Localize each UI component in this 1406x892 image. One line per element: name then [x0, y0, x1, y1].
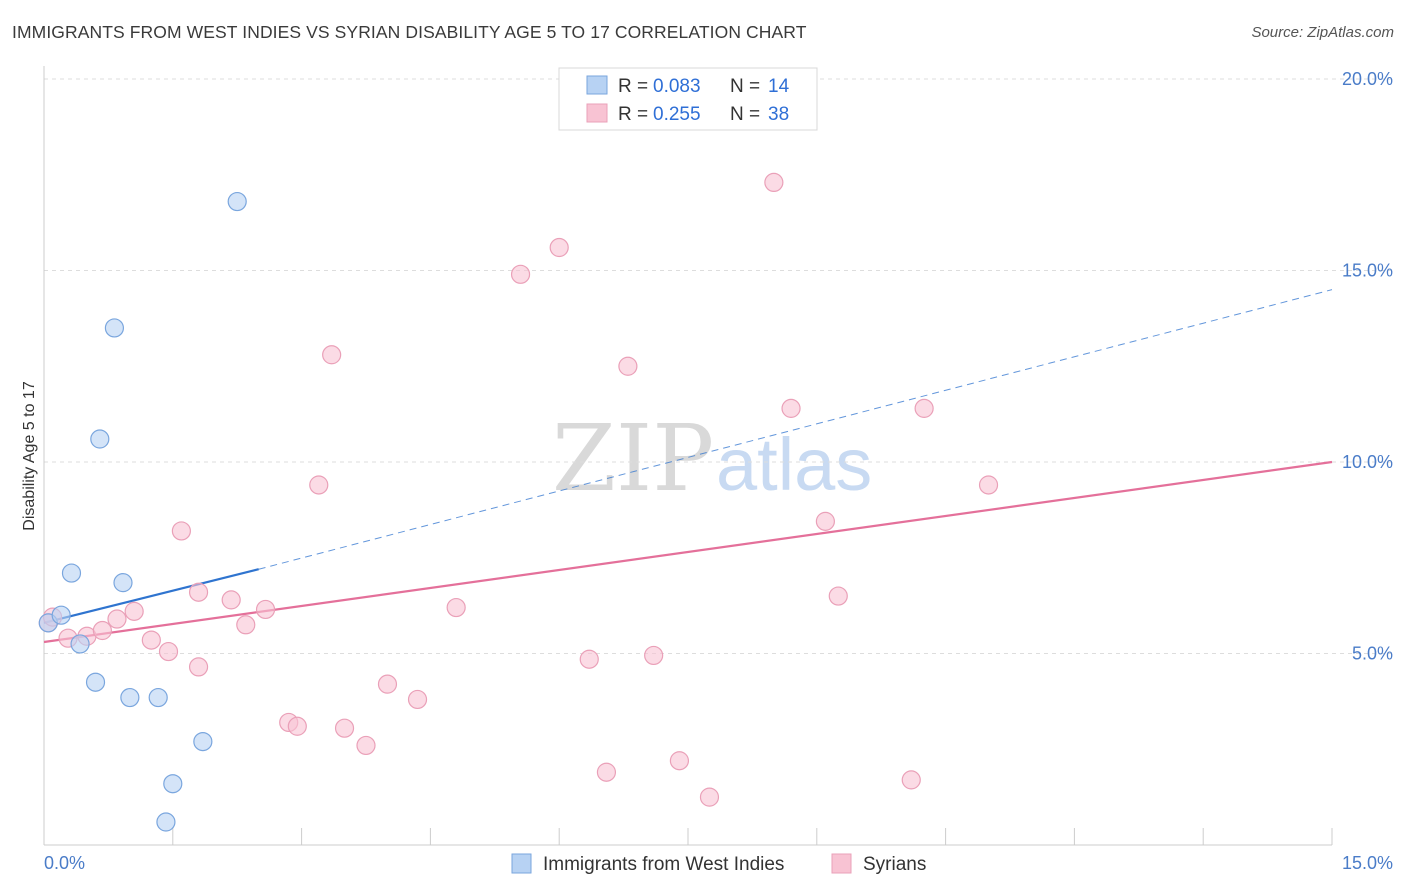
x-tick-label-max: 15.0%	[1342, 853, 1393, 873]
legend-n-value-blue: 14	[768, 76, 790, 97]
watermark-zip: ZIP	[552, 405, 714, 512]
point-syrians-5	[107, 609, 127, 629]
point-syrians-11	[188, 582, 209, 602]
point-syrians-23	[446, 597, 466, 618]
point-west-indies-5	[90, 429, 110, 449]
bottom-legend-label-west-indies: Immigrants from West Indies	[543, 854, 784, 875]
legend-n-value-pink: 38	[768, 104, 789, 125]
point-west-indies-12	[193, 731, 213, 752]
trend-line-west-indies	[43, 568, 259, 624]
point-west-indies-13	[227, 191, 247, 212]
point-west-indies-7	[113, 573, 133, 593]
bottom-legend-swatch-blue	[511, 853, 532, 874]
point-syrians-26	[579, 649, 599, 669]
trend-line-west-indies-extrapolated	[258, 289, 1333, 570]
point-syrians-6	[124, 601, 144, 621]
bottom-legend-label-syrians: Syrians	[863, 854, 926, 875]
point-syrians-31	[699, 787, 720, 807]
x-tick-label-min: 0.0%	[44, 853, 85, 873]
correlation-legend: R = 0.083 N = 14 R = 0.255 N = 38	[558, 67, 818, 131]
point-syrians-20	[356, 735, 376, 756]
source-credit: Source: ZipAtlas.com	[1251, 24, 1394, 41]
legend-r-value-blue: 0.083	[653, 76, 701, 97]
y-tick-label-15: 15.0%	[1342, 261, 1393, 281]
point-syrians-19	[334, 718, 355, 738]
point-syrians-8	[158, 641, 179, 662]
point-syrians-24	[510, 264, 531, 284]
point-syrians-32	[764, 172, 784, 193]
point-syrians-36	[901, 770, 921, 790]
point-west-indies-11	[156, 812, 176, 832]
point-west-indies-4	[85, 672, 106, 692]
chart-title: IMMIGRANTS FROM WEST INDIES VS SYRIAN DI…	[12, 22, 807, 42]
point-syrians-29	[644, 645, 664, 666]
legend-swatch-blue	[586, 75, 608, 95]
legend-r-label-blue: R =	[618, 76, 648, 97]
legend-n-label-blue: N =	[730, 76, 760, 97]
point-syrians-35	[828, 586, 848, 606]
point-syrians-37	[914, 398, 934, 418]
point-west-indies-10	[163, 774, 183, 794]
point-syrians-18	[322, 345, 342, 365]
series-legend: Immigrants from West Indies Syrians	[511, 853, 926, 875]
point-west-indies-9	[148, 687, 168, 708]
point-syrians-9	[171, 521, 191, 541]
point-syrians-25	[549, 237, 569, 258]
legend-swatch-pink	[586, 103, 608, 123]
point-syrians-4	[92, 620, 112, 641]
point-west-indies-2	[61, 563, 82, 583]
y-tick-label-20: 20.0%	[1342, 69, 1393, 89]
point-west-indies-1	[51, 605, 71, 625]
point-syrians-12	[221, 590, 241, 610]
point-syrians-22	[407, 689, 428, 710]
point-syrians-34	[815, 511, 835, 531]
data-points	[38, 172, 999, 832]
point-syrians-38	[978, 475, 999, 495]
point-west-indies-8	[120, 687, 140, 708]
point-syrians-28	[618, 356, 638, 376]
point-syrians-7	[141, 630, 161, 650]
point-syrians-21	[377, 674, 398, 694]
legend-r-label-pink: R =	[618, 104, 648, 125]
point-syrians-17	[309, 475, 329, 495]
y-tick-labels: 5.0% 10.0% 15.0% 20.0%	[1342, 69, 1393, 664]
point-syrians-14	[255, 599, 276, 620]
point-syrians-10	[188, 657, 209, 677]
legend-r-value-pink: 0.255	[653, 104, 701, 125]
x-ticks	[43, 828, 1333, 845]
point-syrians-13	[236, 615, 256, 635]
y-tick-label-10: 10.0%	[1342, 452, 1393, 472]
y-axis-label: Disability Age 5 to 17	[21, 381, 38, 531]
watermark-atlas: atlas	[716, 423, 872, 506]
point-west-indies-6	[104, 318, 125, 338]
point-syrians-33	[781, 398, 801, 418]
point-syrians-30	[669, 751, 690, 771]
point-syrians-16	[287, 716, 307, 736]
bottom-legend-swatch-pink	[831, 853, 852, 874]
y-tick-label-5: 5.0%	[1352, 644, 1393, 664]
legend-n-label-pink: N =	[730, 104, 760, 125]
gridlines	[44, 78, 1392, 654]
point-west-indies-3	[70, 634, 90, 654]
point-syrians-27	[596, 762, 617, 782]
